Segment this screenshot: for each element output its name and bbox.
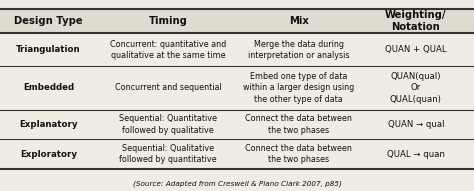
Text: Embed one type of data
within a larger design using
the other type of data: Embed one type of data within a larger d… xyxy=(243,72,354,104)
Text: Concurrent: quantitative and
qualitative at the same time: Concurrent: quantitative and qualitative… xyxy=(110,40,227,60)
Bar xyxy=(0,9,474,33)
Text: Weighting/
Notation: Weighting/ Notation xyxy=(385,10,447,32)
Text: Embedded: Embedded xyxy=(23,83,74,92)
Text: Design Type: Design Type xyxy=(14,16,83,26)
Text: Mix: Mix xyxy=(289,16,309,26)
Text: Timing: Timing xyxy=(149,16,188,26)
Text: Triangulation: Triangulation xyxy=(16,45,81,54)
Text: Merge the data during
interpretation or analysis: Merge the data during interpretation or … xyxy=(248,40,349,60)
Text: Connect the data between
the two phases: Connect the data between the two phases xyxy=(245,114,352,134)
Text: QUAL → quan: QUAL → quan xyxy=(387,150,445,159)
Text: QUAN(qual)
Or
QUAL(quan): QUAN(qual) Or QUAL(quan) xyxy=(390,72,442,104)
Text: QUAN + QUAL: QUAN + QUAL xyxy=(385,45,447,54)
Text: Explanatory: Explanatory xyxy=(19,120,78,129)
Text: Connect the data between
the two phases: Connect the data between the two phases xyxy=(245,144,352,164)
Text: Exploratory: Exploratory xyxy=(20,150,77,159)
Text: QUAN → qual: QUAN → qual xyxy=(388,120,444,129)
Text: (Source: Adapted from Creswell & Plano Clark 2007, p85): (Source: Adapted from Creswell & Plano C… xyxy=(133,180,341,187)
Text: Concurrent and sequential: Concurrent and sequential xyxy=(115,83,222,92)
Text: Sequential: Qualitative
followed by quantitative: Sequential: Qualitative followed by quan… xyxy=(119,144,217,164)
Text: Sequential: Quantitative
followed by qualitative: Sequential: Quantitative followed by qua… xyxy=(119,114,217,134)
